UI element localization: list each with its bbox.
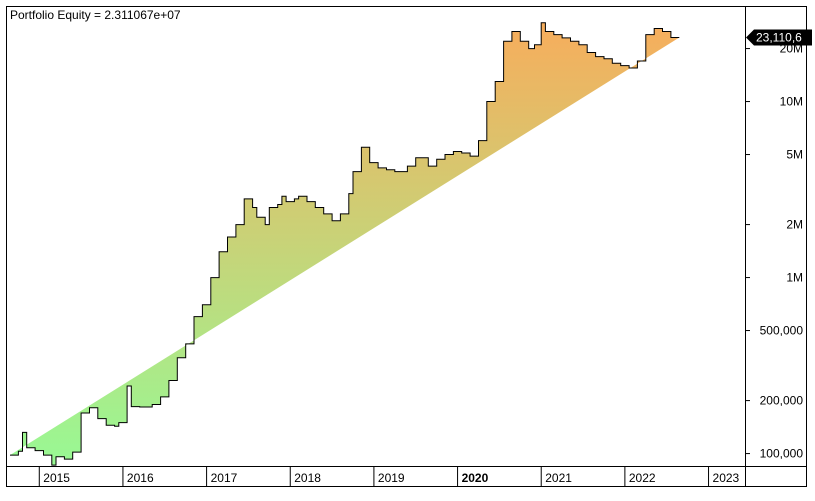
x-axis-ticks: 2015 2016 2017 2018 2019 2020 2021 2022 2023 bbox=[38, 466, 740, 486]
equity-area bbox=[10, 22, 680, 466]
y-tick-label: 5M bbox=[786, 148, 803, 162]
x-tick-label: 2020 bbox=[462, 471, 489, 485]
x-tick-label: 2015 bbox=[43, 471, 70, 485]
plot-area-border bbox=[6, 6, 807, 487]
x-tick-label: 2023 bbox=[713, 471, 740, 485]
x-tick-label: 2016 bbox=[127, 471, 154, 485]
y-tick-label: 10M bbox=[780, 95, 803, 109]
x-tick-label: 2021 bbox=[545, 471, 572, 485]
last-value-badge bbox=[746, 29, 812, 46]
y-tick-label: 500,000 bbox=[760, 324, 804, 338]
last-value-marker: 23,110,6 bbox=[746, 29, 812, 46]
equity-line bbox=[10, 22, 680, 466]
x-tick-label: 2019 bbox=[378, 471, 405, 485]
y-tick-label: 100,000 bbox=[760, 447, 804, 461]
y-tick-label: 1M bbox=[786, 271, 803, 285]
last-value-label: 23,110,6 bbox=[756, 31, 802, 45]
x-tick-label: 2022 bbox=[629, 471, 656, 485]
y-tick-label: 200,000 bbox=[760, 394, 804, 408]
y-tick-label: 2M bbox=[786, 218, 803, 232]
x-tick-label: 2017 bbox=[211, 471, 238, 485]
chart-title: Portfolio Equity = 2.311067e+07 bbox=[10, 8, 181, 22]
equity-area-layer bbox=[10, 22, 680, 466]
x-tick-label: 2018 bbox=[294, 471, 321, 485]
